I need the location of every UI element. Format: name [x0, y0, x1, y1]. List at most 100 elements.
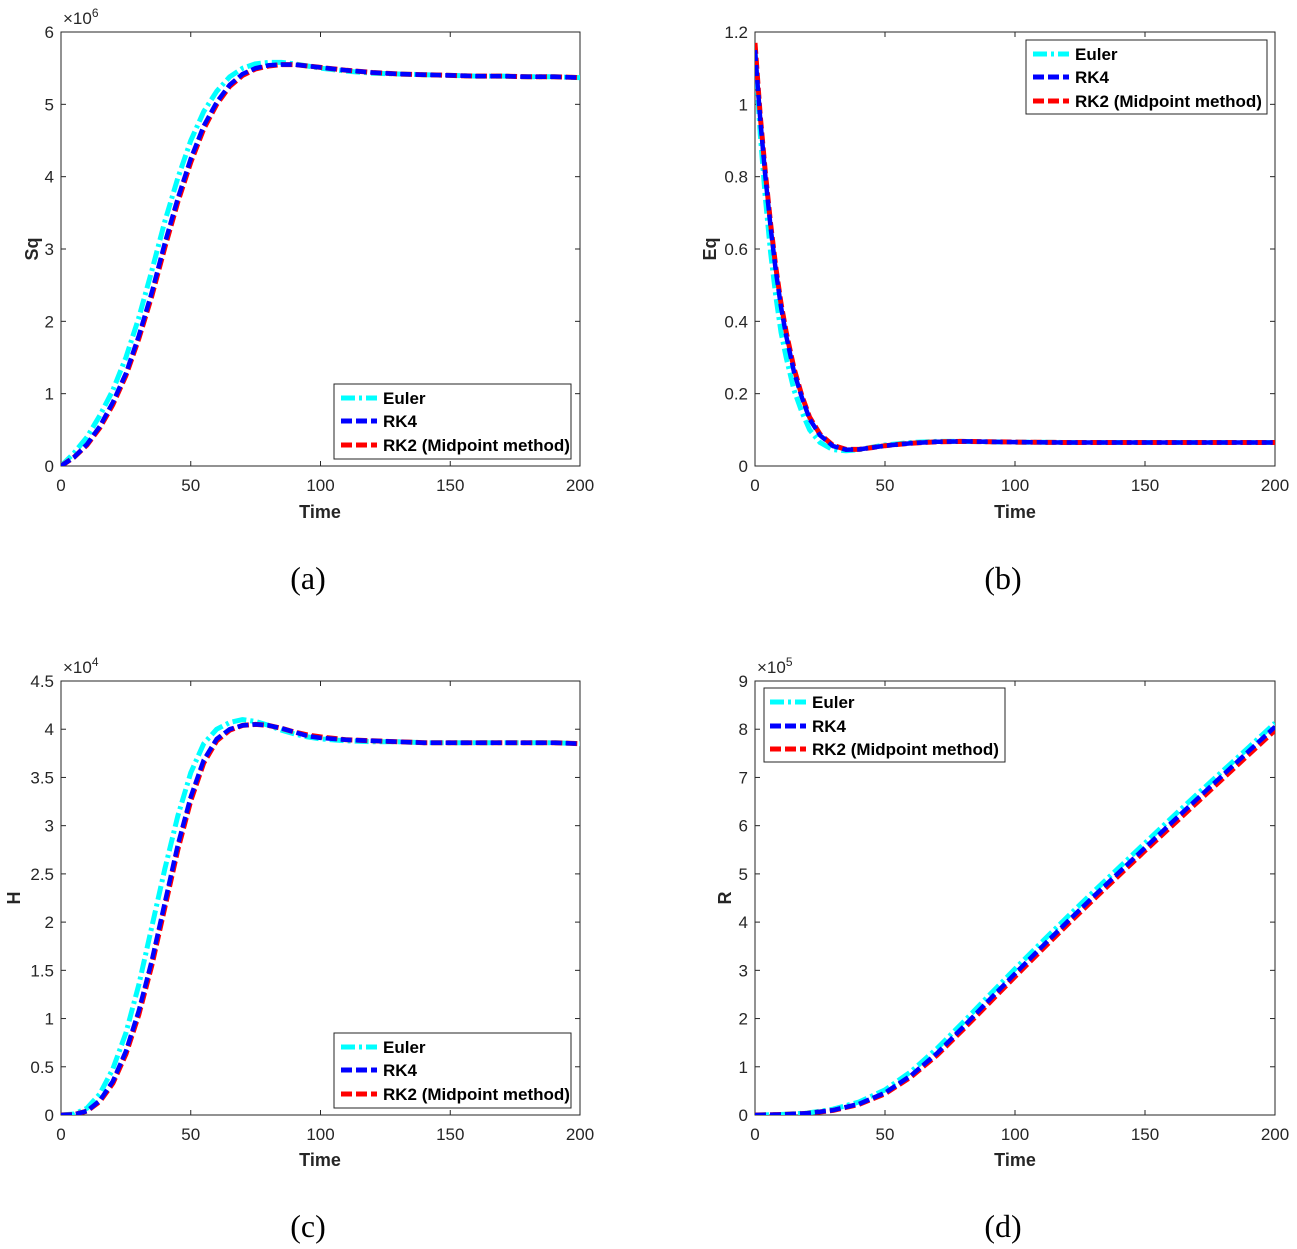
legend-a-rk2-label: RK2 (Midpoint method) [383, 436, 570, 455]
xtick-label-a-0: 0 [56, 476, 65, 495]
ytick-label-c-5: 2.5 [30, 865, 54, 884]
series-a [61, 59, 580, 466]
xtick-label-b-4: 200 [1261, 476, 1289, 495]
legend-b-rk2-label: RK2 (Midpoint method) [1075, 92, 1262, 111]
xtick-label-a-4: 200 [566, 476, 594, 495]
ytick-label-b-5: 1 [739, 95, 748, 114]
series-line-d-rk4 [755, 725, 1275, 1115]
ytick-label-c-0: 0 [45, 1106, 54, 1125]
xtick-label-c-1: 50 [181, 1125, 200, 1144]
ytick-label-a-0: 0 [45, 457, 54, 476]
xtick-label-b-3: 150 [1131, 476, 1159, 495]
ytick-label-c-3: 1.5 [30, 961, 54, 980]
ytick-label-d-7: 7 [739, 768, 748, 787]
exponent-a: ×106 [63, 6, 99, 28]
series-line-d-euler [755, 721, 1275, 1115]
ytick-label-b-2: 0.4 [724, 312, 748, 331]
ytick-label-d-9: 9 [739, 672, 748, 691]
series-line-a-rk4 [61, 62, 580, 466]
xtick-label-c-2: 100 [306, 1125, 334, 1144]
ytick-label-c-1: 0.5 [30, 1058, 54, 1077]
xtick-label-d-0: 0 [750, 1125, 759, 1144]
caption-d: (d) [984, 1208, 1021, 1244]
xtick-label-d-1: 50 [876, 1125, 895, 1144]
ytick-label-a-6: 6 [45, 23, 54, 42]
ytick-label-a-3: 3 [45, 240, 54, 259]
ytick-label-d-6: 6 [739, 817, 748, 836]
ytick-label-d-3: 3 [739, 961, 748, 980]
panel-b: 0 50 100 150 200 0 0.2 0.4 0.6 0.8 1 1.2 Time Eq Eu… [700, 23, 1289, 596]
legend-d-rk2-label: RK2 (Midpoint method) [812, 740, 999, 759]
panel-a: 0 50 100 150 200 0 1 2 3 4 5 6 ×106 Time Sq Euler R… [22, 6, 594, 596]
panel-d: 0 50 100 150 200 0 1 2 3 4 5 6 7 8 9 ×105 Time R Euler… [715, 655, 1289, 1244]
panel-c: 0 50 100 150 200 0 0.5 1 1.5 2 2.5 3 3.5 4 4.5 ×104 Ti… [4, 655, 594, 1244]
xtick-label-a-1: 50 [181, 476, 200, 495]
legend-b: Euler RK4 RK2 (Midpoint method) [1025, 39, 1268, 115]
ytick-label-d-8: 8 [739, 720, 748, 739]
ytick-label-c-8: 4 [45, 720, 54, 739]
legend-c-euler-label: Euler [383, 1038, 426, 1057]
legend-a: Euler RK4 RK2 (Midpoint method) [333, 383, 572, 460]
ticks-b: 0 50 100 150 200 0 0.2 0.4 0.6 0.8 1 1.2 [724, 23, 1289, 495]
ylabel-a: Sq [22, 237, 42, 260]
legend-c: Euler RK4 RK2 (Midpoint method) [333, 1032, 572, 1109]
xtick-label-c-3: 150 [436, 1125, 464, 1144]
ticks-c: 0 50 100 150 200 0 0.5 1 1.5 2 2.5 3 3.5 4 4.5 [30, 672, 594, 1144]
legend-d-rk4-label: RK4 [812, 717, 847, 736]
xtick-label-d-2: 100 [1001, 1125, 1029, 1144]
exponent-c: ×104 [63, 655, 99, 677]
legend-d-euler-label: Euler [812, 693, 855, 712]
ytick-label-a-2: 2 [45, 312, 54, 331]
series-line-b-rk4 [755, 49, 1275, 452]
series-c [61, 717, 580, 1115]
ytick-label-b-1: 0.2 [724, 385, 748, 404]
xtick-label-a-3: 150 [436, 476, 464, 495]
xtick-label-d-3: 150 [1131, 1125, 1159, 1144]
xlabel-d: Time [994, 1150, 1036, 1170]
ytick-label-a-5: 5 [45, 95, 54, 114]
xlabel-a: Time [299, 502, 341, 522]
xlabel-c: Time [299, 1150, 341, 1170]
ylabel-c: H [4, 892, 24, 905]
series-b [755, 42, 1275, 454]
series-d [755, 721, 1275, 1115]
legend-c-rk2-label: RK2 (Midpoint method) [383, 1085, 570, 1104]
ticks-d: 0 50 100 150 200 0 1 2 3 4 5 6 7 8 9 [739, 672, 1290, 1144]
legend-b-rk4-label: RK4 [1075, 68, 1110, 87]
ticks-a: 0 50 100 150 200 0 1 2 3 4 5 6 [45, 23, 595, 495]
ytick-label-b-3: 0.6 [724, 240, 748, 259]
legend-c-rk4-label: RK4 [383, 1061, 418, 1080]
caption-a: (a) [290, 560, 326, 596]
legend-a-rk4-label: RK4 [383, 412, 418, 431]
ytick-label-b-4: 0.8 [724, 168, 748, 187]
ytick-label-a-1: 1 [45, 385, 54, 404]
ytick-label-d-5: 5 [739, 865, 748, 884]
caption-b: (b) [984, 560, 1021, 596]
ytick-label-c-6: 3 [45, 817, 54, 836]
legend-b-euler-label: Euler [1075, 45, 1118, 64]
xtick-label-a-2: 100 [306, 476, 334, 495]
series-line-c-rk4 [61, 722, 580, 1115]
ytick-label-d-1: 1 [739, 1058, 748, 1077]
legend-a-euler-label: Euler [383, 389, 426, 408]
xtick-label-c-0: 0 [56, 1125, 65, 1144]
caption-c: (c) [290, 1208, 326, 1244]
ytick-label-d-0: 0 [739, 1106, 748, 1125]
xtick-label-d-4: 200 [1261, 1125, 1289, 1144]
ytick-label-d-2: 2 [739, 1010, 748, 1029]
ytick-label-c-4: 2 [45, 913, 54, 932]
xtick-label-b-1: 50 [876, 476, 895, 495]
ytick-label-c-2: 1 [45, 1010, 54, 1029]
ytick-label-a-4: 4 [45, 168, 54, 187]
ytick-label-c-9: 4.5 [30, 672, 54, 691]
xtick-label-b-0: 0 [750, 476, 759, 495]
ytick-label-b-6: 1.2 [724, 23, 748, 42]
ytick-label-c-7: 3.5 [30, 768, 54, 787]
xtick-label-b-2: 100 [1001, 476, 1029, 495]
ytick-label-d-4: 4 [739, 913, 748, 932]
exponent-d: ×105 [757, 655, 793, 677]
xlabel-b: Time [994, 502, 1036, 522]
xtick-label-c-4: 200 [566, 1125, 594, 1144]
ylabel-d: R [715, 892, 735, 905]
